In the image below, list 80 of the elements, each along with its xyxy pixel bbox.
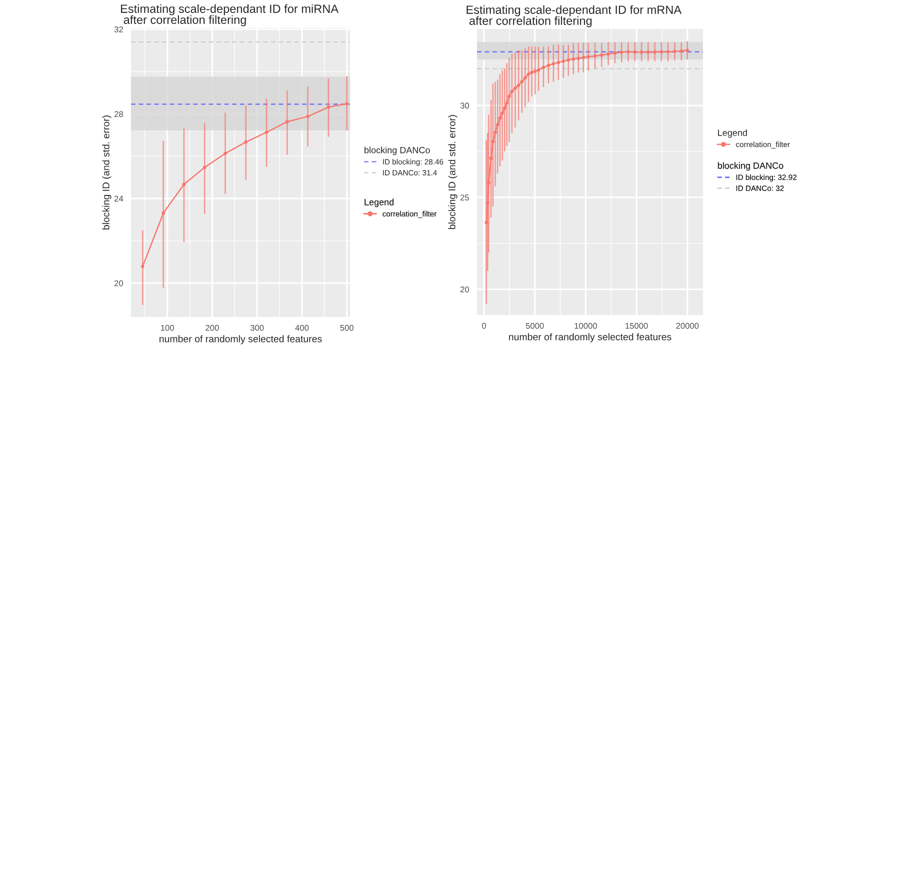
x-tick-label: 400 bbox=[295, 324, 309, 331]
point bbox=[572, 57, 576, 61]
point bbox=[491, 140, 495, 144]
point bbox=[140, 264, 144, 268]
x-tick-label: 10000 bbox=[574, 322, 597, 329]
y-tick-label: 20 bbox=[114, 280, 124, 286]
y-tick-label: 30 bbox=[460, 102, 470, 109]
point bbox=[546, 64, 550, 68]
text: blocking DANCo bbox=[718, 162, 784, 171]
point bbox=[666, 50, 670, 54]
point bbox=[489, 156, 493, 160]
x-tick-label: 100 bbox=[161, 324, 174, 331]
chart-title: Estimating scale-dependant ID for miRNA after correlation filtering bbox=[121, 4, 339, 26]
y-tick-label: 32 bbox=[114, 26, 123, 32]
point bbox=[523, 76, 527, 80]
point bbox=[586, 55, 590, 58]
point bbox=[513, 86, 517, 90]
y-tick-label: 20 bbox=[460, 286, 470, 292]
x-tick-label: 500 bbox=[340, 324, 354, 331]
legend-title: Legend bbox=[364, 198, 394, 208]
point bbox=[526, 72, 530, 76]
x-tick-label: 15000 bbox=[626, 322, 648, 329]
point bbox=[566, 58, 570, 62]
point bbox=[680, 49, 684, 53]
point bbox=[640, 50, 644, 54]
y-axis-title: blocking ID (and std. error) bbox=[448, 115, 458, 229]
point bbox=[507, 94, 511, 98]
point bbox=[556, 60, 560, 64]
point bbox=[673, 50, 677, 54]
point bbox=[484, 220, 488, 224]
point bbox=[502, 106, 506, 110]
y-tick-label: 24 bbox=[114, 196, 124, 202]
y-tick-label: 25 bbox=[460, 194, 470, 200]
point bbox=[500, 111, 504, 115]
point bbox=[613, 51, 617, 55]
x-tick-label: 300 bbox=[250, 324, 264, 331]
point bbox=[345, 102, 349, 106]
point bbox=[285, 120, 289, 124]
point bbox=[505, 101, 509, 105]
point bbox=[576, 56, 580, 60]
point bbox=[633, 50, 637, 54]
point bbox=[498, 116, 502, 120]
y-axis-title: blocking ID (and std. error) bbox=[102, 116, 112, 230]
point bbox=[686, 48, 690, 52]
x-tick-label: 20000 bbox=[676, 322, 699, 329]
point bbox=[264, 130, 268, 134]
point bbox=[306, 114, 310, 118]
point bbox=[542, 66, 546, 70]
point bbox=[653, 50, 657, 54]
chart-title: Estimating scale-dependant ID for mRNA after correlation filtering bbox=[466, 5, 682, 28]
point bbox=[520, 80, 524, 84]
point bbox=[494, 130, 497, 134]
point bbox=[530, 70, 534, 74]
x-tick-label: 0 bbox=[482, 322, 486, 329]
point bbox=[660, 50, 664, 54]
point bbox=[582, 56, 586, 60]
point bbox=[162, 211, 166, 215]
point bbox=[552, 62, 556, 66]
point bbox=[646, 50, 650, 54]
y-tick-label: 28 bbox=[114, 111, 123, 117]
point bbox=[533, 70, 537, 74]
point bbox=[202, 166, 206, 170]
point bbox=[244, 140, 248, 144]
x-axis-title: number of randomly selected features bbox=[160, 335, 322, 344]
point bbox=[486, 180, 490, 184]
x-axis-title: number of randomly selected features bbox=[509, 333, 672, 342]
point bbox=[496, 123, 500, 126]
x-tick-label: 200 bbox=[206, 324, 219, 331]
point bbox=[182, 182, 186, 186]
x-tick-label: 5000 bbox=[526, 322, 544, 329]
point bbox=[562, 59, 566, 63]
point bbox=[600, 53, 604, 57]
point bbox=[606, 52, 610, 56]
point bbox=[326, 105, 330, 109]
point bbox=[620, 50, 624, 54]
point bbox=[516, 84, 520, 87]
point bbox=[224, 152, 227, 156]
legend-title: Legend bbox=[718, 129, 747, 138]
text: blocking DANCo bbox=[364, 146, 430, 156]
point bbox=[626, 50, 630, 54]
